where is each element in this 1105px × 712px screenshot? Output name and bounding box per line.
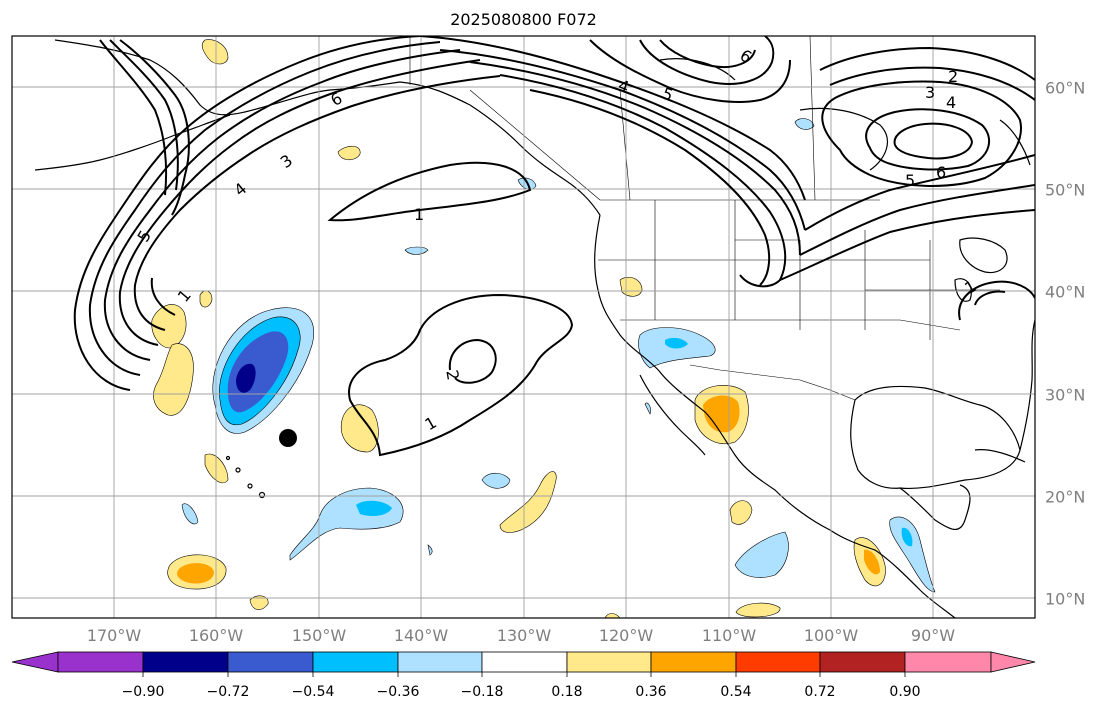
colorbar-segment [312, 651, 399, 673]
positive-anomaly [153, 343, 194, 416]
longitude-tick-label: 170°W [86, 626, 142, 645]
longitude-tick-label: 100°W [803, 626, 859, 645]
colorbar-extend-high [990, 651, 1036, 673]
map-title: 2025080800 F072 [450, 10, 597, 29]
contour-lines [73, 36, 1035, 457]
latitude-tick-label: 40°N [1045, 282, 1086, 302]
latitude-tick-label: 60°N [1045, 78, 1086, 98]
storm-position-marker [279, 429, 297, 447]
colorbar-segment [227, 651, 314, 673]
colorbar-segment [650, 651, 737, 673]
longitude-tick-label: 90°W [910, 626, 956, 645]
colorbar-segment [819, 651, 906, 673]
positive-anomaly [204, 453, 229, 484]
positive-anomaly [337, 145, 361, 161]
contour-label: 1 [414, 205, 424, 224]
colorbar-label: −0.90 [121, 684, 165, 700]
colorbar [11, 651, 1036, 677]
positive-anomaly-orange [177, 563, 214, 584]
colorbar-label: −0.36 [376, 684, 420, 700]
contour-label: 4 [946, 93, 956, 112]
positive-anomaly-orange [864, 549, 880, 575]
negative-anomaly-light [734, 531, 789, 578]
longitude-tick-label: 150°W [291, 626, 347, 645]
colorbar-label: 0.90 [889, 684, 921, 700]
contour-label-group: 1 1 2 1 5 4 3 6 4 5 6 2 3 4 5 6 1 [133, 45, 979, 434]
contour-label: 2 [442, 368, 462, 381]
colorbar-segment [904, 651, 992, 673]
colorbar-segment [397, 651, 483, 673]
negative-anomaly-mid [901, 527, 913, 547]
negative-anomaly-light [794, 118, 815, 130]
colorbar-extend-low [11, 651, 59, 673]
colorbar-label: 0.72 [804, 684, 836, 700]
longitude-tick-label: 130°W [496, 626, 552, 645]
contour-label: 5 [905, 171, 915, 190]
colorbar-label: 0.54 [720, 684, 752, 700]
colorbar-segment [57, 651, 144, 673]
negative-anomaly-core [236, 363, 256, 393]
colorbar-label: −0.72 [206, 684, 250, 700]
longitude-tick-label: 140°W [393, 626, 449, 645]
positive-anomaly [249, 595, 269, 610]
colorbar-segment [481, 651, 568, 673]
positive-anomaly [729, 500, 753, 525]
longitude-tick-label: 110°W [701, 626, 757, 645]
negative-anomaly-mid [665, 337, 688, 349]
negative-anomaly-mid [356, 500, 392, 516]
latitude-tick-label: 30°N [1045, 385, 1086, 405]
contour-label: 2 [948, 67, 958, 86]
colorbar-label: −0.54 [291, 684, 335, 700]
longitude-tick-label: 160°W [188, 626, 244, 645]
negative-anomaly-light [427, 544, 433, 556]
latitude-tick-label: 10°N [1045, 589, 1086, 609]
positive-anomaly [199, 290, 213, 308]
positive-anomaly [151, 304, 187, 349]
positive-anomaly-orange [703, 395, 740, 433]
anomaly-fills [151, 39, 936, 618]
gridlines [12, 36, 1035, 618]
colorbar-segment [735, 651, 821, 673]
latitude-tick-label: 20°N [1045, 487, 1086, 507]
contour-label: 3 [925, 83, 935, 102]
colorbar-label: −0.18 [460, 684, 504, 700]
negative-anomaly-light [889, 516, 936, 593]
colorbar-label: 0.18 [551, 684, 583, 700]
contour-label: 6 [936, 163, 946, 182]
negative-anomaly-light [644, 402, 651, 415]
negative-anomaly-light [181, 503, 199, 525]
latitude-tick-label: 50°N [1045, 180, 1086, 200]
colorbar-segment [566, 651, 652, 673]
positive-anomaly [201, 39, 229, 65]
negative-anomaly-light [404, 246, 429, 255]
positive-anomaly [499, 471, 557, 533]
negative-anomaly-light [481, 472, 511, 489]
positive-anomaly [735, 602, 781, 618]
country-state-borders [409, 36, 1000, 401]
colorbar-segment [142, 651, 229, 673]
longitude-tick-label: 120°W [598, 626, 654, 645]
colorbar-label: 0.36 [635, 684, 667, 700]
map-frame [11, 35, 1036, 619]
